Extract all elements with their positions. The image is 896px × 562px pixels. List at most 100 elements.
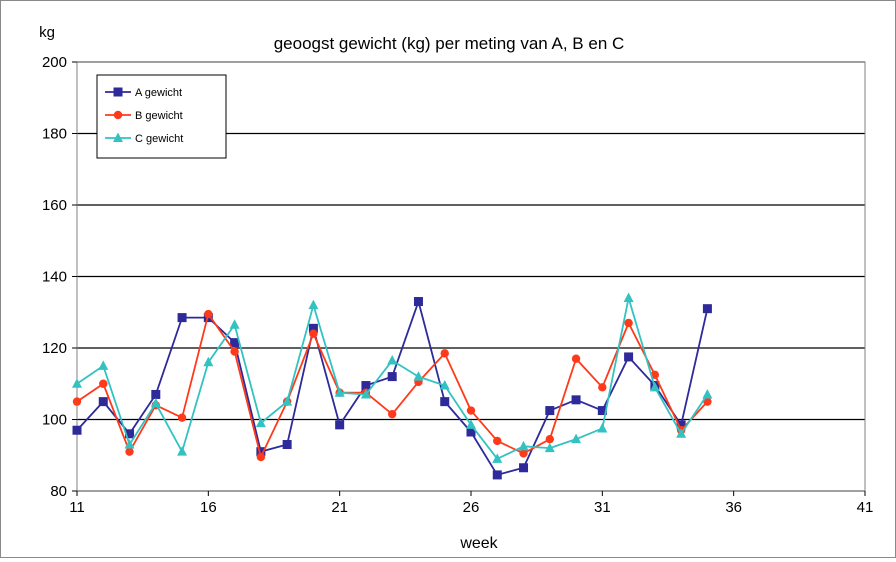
y-tick-label-120: 120 [42,340,67,357]
series-line-2 [76,313,709,458]
data-point-1-25 [440,397,450,407]
x-tick-label-11: 11 [69,499,85,516]
series-3 [72,292,713,463]
data-point-3-21 [334,387,345,397]
data-point-2-16 [204,309,213,319]
data-point-2-15 [177,413,187,422]
data-point-1-30 [571,395,581,405]
data-point-3-19 [282,396,293,406]
y-tick-label-140: 140 [42,269,67,286]
legend-label-2: B gewicht [135,110,183,122]
data-point-1-27 [492,470,502,480]
y-tick-label-200: 200 [42,54,67,71]
data-point-3-27 [492,453,503,463]
data-point-3-29 [544,442,555,453]
legend: A gewicht B gewicht C gewicht [96,74,227,159]
series-1 [72,297,712,480]
legend-marker-2 [113,110,123,120]
data-point-1-20 [308,323,318,333]
data-point-1-15 [177,313,187,323]
data-point-1-26 [466,427,476,437]
series-line-1 [76,300,709,476]
y-tick-label-180: 180 [42,126,67,143]
data-point-1-34 [676,420,686,430]
data-point-3-26 [466,419,476,429]
data-point-1-11 [72,425,82,435]
data-point-3-12 [98,360,109,370]
data-point-3-16 [203,356,214,367]
data-point-2-32 [624,318,633,328]
data-point-3-24 [413,371,424,381]
axis-ticks: 80 100 120 140 160 180 200 11 16 21 26 31 36 41 [42,54,873,516]
data-point-2-11 [72,397,82,406]
data-point-3-31 [597,422,608,433]
data-point-2-26 [466,406,476,415]
data-point-3-35 [702,388,713,399]
x-tick-label-21: 21 [331,499,348,516]
x-tick-label-36: 36 [725,499,742,516]
data-point-2-25 [440,349,449,358]
data-point-3-11 [72,378,82,388]
data-point-1-32 [624,352,634,362]
data-point-3-34 [676,428,687,438]
data-point-3-18 [255,417,266,428]
legend-label-1: A gewicht [135,87,182,99]
data-point-3-15 [177,446,188,456]
data-point-2-28 [519,449,528,458]
data-point-3-32 [623,292,634,302]
legend-label-3: C gewicht [135,133,183,145]
data-point-3-17 [229,319,240,329]
data-point-3-22 [360,388,371,399]
data-point-1-21 [335,420,345,430]
data-point-1-22 [361,381,371,391]
data-point-3-13 [124,439,135,449]
data-point-1-14 [151,389,161,399]
data-point-2-17 [230,347,239,356]
y-axis-label: kg [39,24,55,41]
data-point-3-30 [571,433,582,444]
chart-title: geoogst gewicht (kg) per meting van A, B… [274,34,625,53]
x-tick-label-31: 31 [594,499,611,516]
data-point-1-12 [98,397,108,407]
x-tick-label-26: 26 [463,499,480,516]
data-point-1-29 [545,406,555,416]
x-axis-label: week [459,535,498,552]
y-tick-label-80: 80 [50,483,67,500]
series-layer [72,292,713,480]
x-tick-label-41: 41 [857,499,874,516]
y-tick-label-100: 100 [42,412,67,429]
data-point-3-14 [150,397,161,408]
data-point-2-12 [99,379,108,388]
data-point-1-23 [387,372,397,382]
x-tick-label-16: 16 [200,499,217,516]
data-point-3-23 [387,355,398,365]
data-point-2-29 [545,434,554,444]
data-point-1-31 [597,406,607,416]
data-point-2-23 [388,409,397,419]
data-point-2-30 [571,354,581,363]
data-point-2-20 [309,329,318,338]
data-point-2-33 [650,370,660,380]
data-point-3-25 [439,380,450,390]
data-point-1-18 [256,447,266,457]
legend-marker-3 [113,132,123,142]
data-point-3-20 [308,299,319,310]
data-point-1-17 [230,338,240,348]
data-point-3-28 [518,440,529,451]
data-point-1-35 [702,304,712,314]
data-point-2-35 [703,397,712,406]
data-point-2-27 [493,436,502,446]
data-point-1-28 [519,463,529,473]
data-point-2-31 [598,383,607,392]
data-point-2-13 [125,447,134,456]
data-point-1-19 [282,440,292,450]
data-point-1-24 [413,297,423,307]
data-point-3-33 [649,381,660,392]
data-point-1-13 [125,429,135,439]
legend-marker-1 [113,87,123,97]
y-tick-label-160: 160 [42,197,67,214]
data-point-2-18 [256,452,266,462]
series-2 [72,309,712,462]
